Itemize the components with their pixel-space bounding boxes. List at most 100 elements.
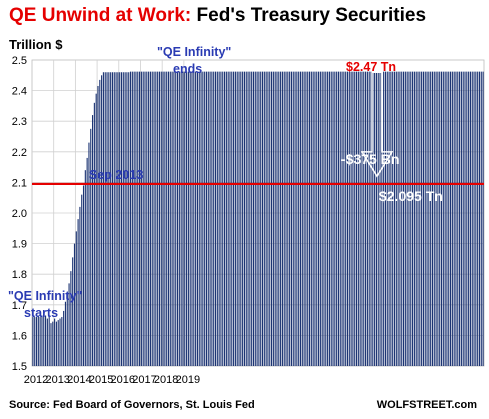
- bar: [35, 317, 38, 366]
- bar: [144, 71, 146, 367]
- bar: [252, 71, 255, 367]
- bar: [211, 71, 213, 367]
- bar: [84, 170, 86, 366]
- bar: [402, 71, 405, 367]
- y-tick-label: 1.7: [12, 300, 27, 312]
- bar: [120, 72, 123, 367]
- bar: [440, 71, 443, 367]
- bar: [287, 71, 289, 367]
- bar: [52, 321, 54, 366]
- source-label: Source: Fed Board of Governors, St. Loui…: [9, 399, 255, 411]
- bar: [82, 185, 85, 366]
- bar: [97, 86, 99, 366]
- y-tick-label: 2.2: [12, 147, 27, 159]
- bar: [270, 71, 273, 367]
- bar: [46, 318, 48, 366]
- x-tick-label: 2018: [154, 374, 178, 386]
- bar: [214, 71, 217, 367]
- x-tick-label: 2014: [67, 374, 91, 386]
- bar: [139, 71, 141, 367]
- bar: [249, 71, 251, 367]
- bar: [204, 71, 206, 367]
- bar: [86, 157, 88, 366]
- bar: [122, 72, 124, 367]
- bar: [251, 71, 253, 367]
- bar: [200, 71, 202, 367]
- bar: [281, 71, 283, 367]
- bar: [379, 71, 381, 367]
- bar: [366, 71, 368, 367]
- bar: [176, 71, 179, 367]
- bar: [110, 72, 112, 367]
- bar: [321, 71, 323, 367]
- bar: [413, 71, 415, 367]
- bar: [233, 71, 235, 367]
- bar: [231, 71, 233, 367]
- bar: [408, 71, 410, 367]
- bar: [462, 71, 464, 367]
- bar: [469, 71, 472, 367]
- annotation-qe-ends-line2: ends: [173, 62, 202, 76]
- bar: [332, 71, 334, 367]
- bar: [296, 71, 298, 367]
- bar: [236, 71, 238, 367]
- x-tick-label: 2017: [132, 374, 156, 386]
- y-tick-label: 1.5: [12, 361, 27, 373]
- bar: [377, 71, 379, 367]
- bar: [419, 71, 421, 367]
- bar: [368, 71, 370, 367]
- bar: [131, 71, 133, 367]
- bar: [323, 71, 325, 367]
- bar: [140, 71, 142, 367]
- bar: [75, 231, 77, 366]
- bar: [428, 71, 430, 367]
- bar: [314, 71, 316, 367]
- bar: [274, 71, 276, 367]
- bar: [68, 283, 70, 366]
- bar: [459, 71, 461, 367]
- bar: [352, 71, 354, 367]
- bar: [135, 71, 137, 367]
- bar: [32, 317, 34, 366]
- bar: [386, 71, 388, 367]
- bar: [43, 313, 45, 366]
- bar: [392, 71, 394, 367]
- bar: [422, 71, 424, 367]
- bar: [390, 71, 392, 367]
- y-tick-label: 1.6: [12, 330, 27, 342]
- bar: [346, 71, 349, 367]
- bar: [410, 71, 412, 367]
- bar: [104, 72, 106, 367]
- bar: [466, 71, 468, 367]
- bar: [337, 71, 340, 367]
- bar: [151, 71, 153, 367]
- bar: [57, 320, 59, 366]
- bar: [361, 71, 363, 367]
- bar: [213, 71, 215, 367]
- bar: [167, 71, 170, 367]
- bar: [439, 71, 441, 367]
- bar: [345, 71, 347, 367]
- bar: [59, 318, 61, 366]
- annotation-qe-starts-line2: starts: [24, 306, 58, 320]
- bar: [473, 71, 475, 367]
- bar: [63, 310, 65, 366]
- bar: [126, 72, 128, 367]
- x-tick-label: 2016: [111, 374, 135, 386]
- bar: [34, 317, 36, 366]
- bar: [265, 71, 267, 367]
- bar: [285, 71, 287, 367]
- bar: [37, 315, 39, 366]
- bar: [225, 71, 227, 367]
- bar: [191, 71, 193, 367]
- bar: [442, 71, 444, 367]
- brand-label: WOLFSTREET.com: [376, 399, 477, 411]
- bar: [283, 71, 285, 367]
- bar: [276, 71, 278, 367]
- bar: [444, 71, 446, 367]
- bar: [305, 71, 307, 367]
- bar: [453, 71, 455, 367]
- bar: [316, 71, 318, 367]
- bar: [157, 71, 159, 367]
